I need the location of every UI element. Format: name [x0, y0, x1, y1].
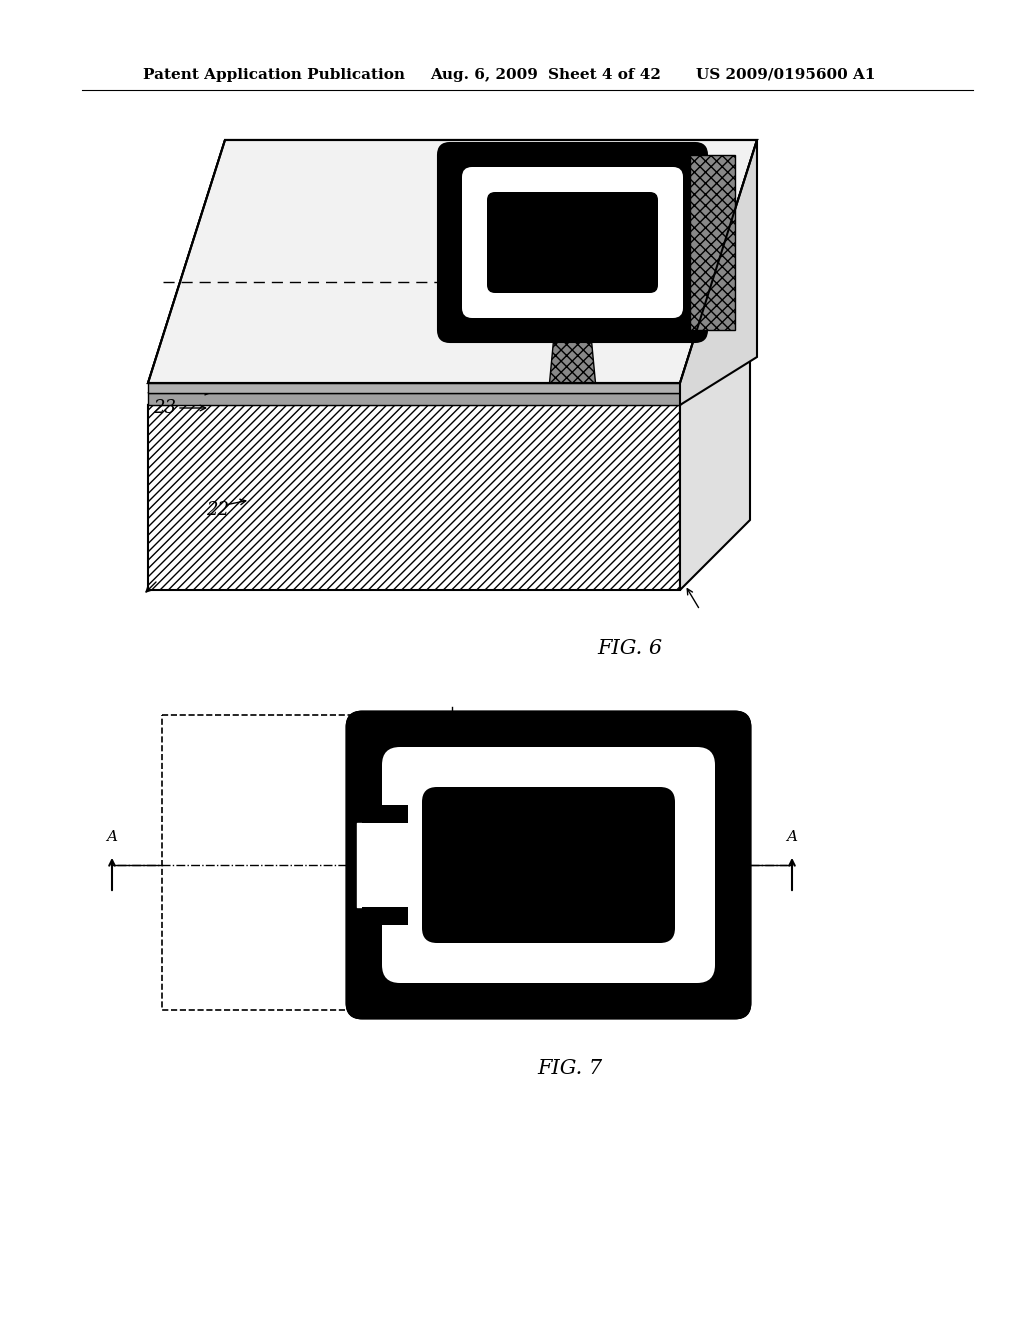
FancyBboxPatch shape: [462, 168, 683, 318]
Text: 24: 24: [159, 379, 181, 397]
Polygon shape: [148, 405, 680, 590]
Text: 21: 21: [258, 166, 282, 183]
Polygon shape: [550, 330, 596, 383]
Text: 29: 29: [504, 166, 526, 183]
Polygon shape: [680, 140, 757, 393]
Text: A: A: [786, 830, 798, 843]
Polygon shape: [690, 154, 735, 330]
Text: Aug. 6, 2009: Aug. 6, 2009: [430, 69, 538, 82]
Text: FIG. 7: FIG. 7: [538, 1059, 602, 1077]
Text: FIG. 6: FIG. 6: [597, 639, 663, 657]
FancyBboxPatch shape: [422, 787, 675, 942]
Polygon shape: [148, 140, 757, 383]
Text: 23: 23: [154, 399, 176, 417]
Text: A: A: [106, 830, 118, 843]
Polygon shape: [148, 323, 750, 393]
Polygon shape: [362, 907, 408, 925]
Polygon shape: [680, 140, 757, 405]
Text: Sheet 4 of 42: Sheet 4 of 42: [548, 69, 660, 82]
Text: 26: 26: [703, 290, 726, 309]
FancyBboxPatch shape: [487, 191, 658, 293]
Polygon shape: [362, 805, 408, 822]
Polygon shape: [472, 177, 673, 308]
Polygon shape: [148, 393, 680, 405]
FancyBboxPatch shape: [438, 143, 707, 342]
Text: 22: 22: [207, 502, 229, 519]
Text: 27: 27: [565, 158, 589, 177]
Polygon shape: [495, 201, 650, 285]
Polygon shape: [148, 383, 680, 393]
Polygon shape: [450, 154, 695, 330]
Polygon shape: [680, 335, 750, 590]
Text: Patent Application Publication: Patent Application Publication: [143, 69, 406, 82]
Text: 29: 29: [384, 172, 407, 189]
Polygon shape: [148, 335, 750, 405]
Text: US 2009/0195600 A1: US 2009/0195600 A1: [696, 69, 876, 82]
Polygon shape: [148, 140, 757, 383]
Text: 25: 25: [407, 356, 429, 374]
FancyBboxPatch shape: [347, 711, 750, 1018]
FancyBboxPatch shape: [382, 747, 715, 983]
